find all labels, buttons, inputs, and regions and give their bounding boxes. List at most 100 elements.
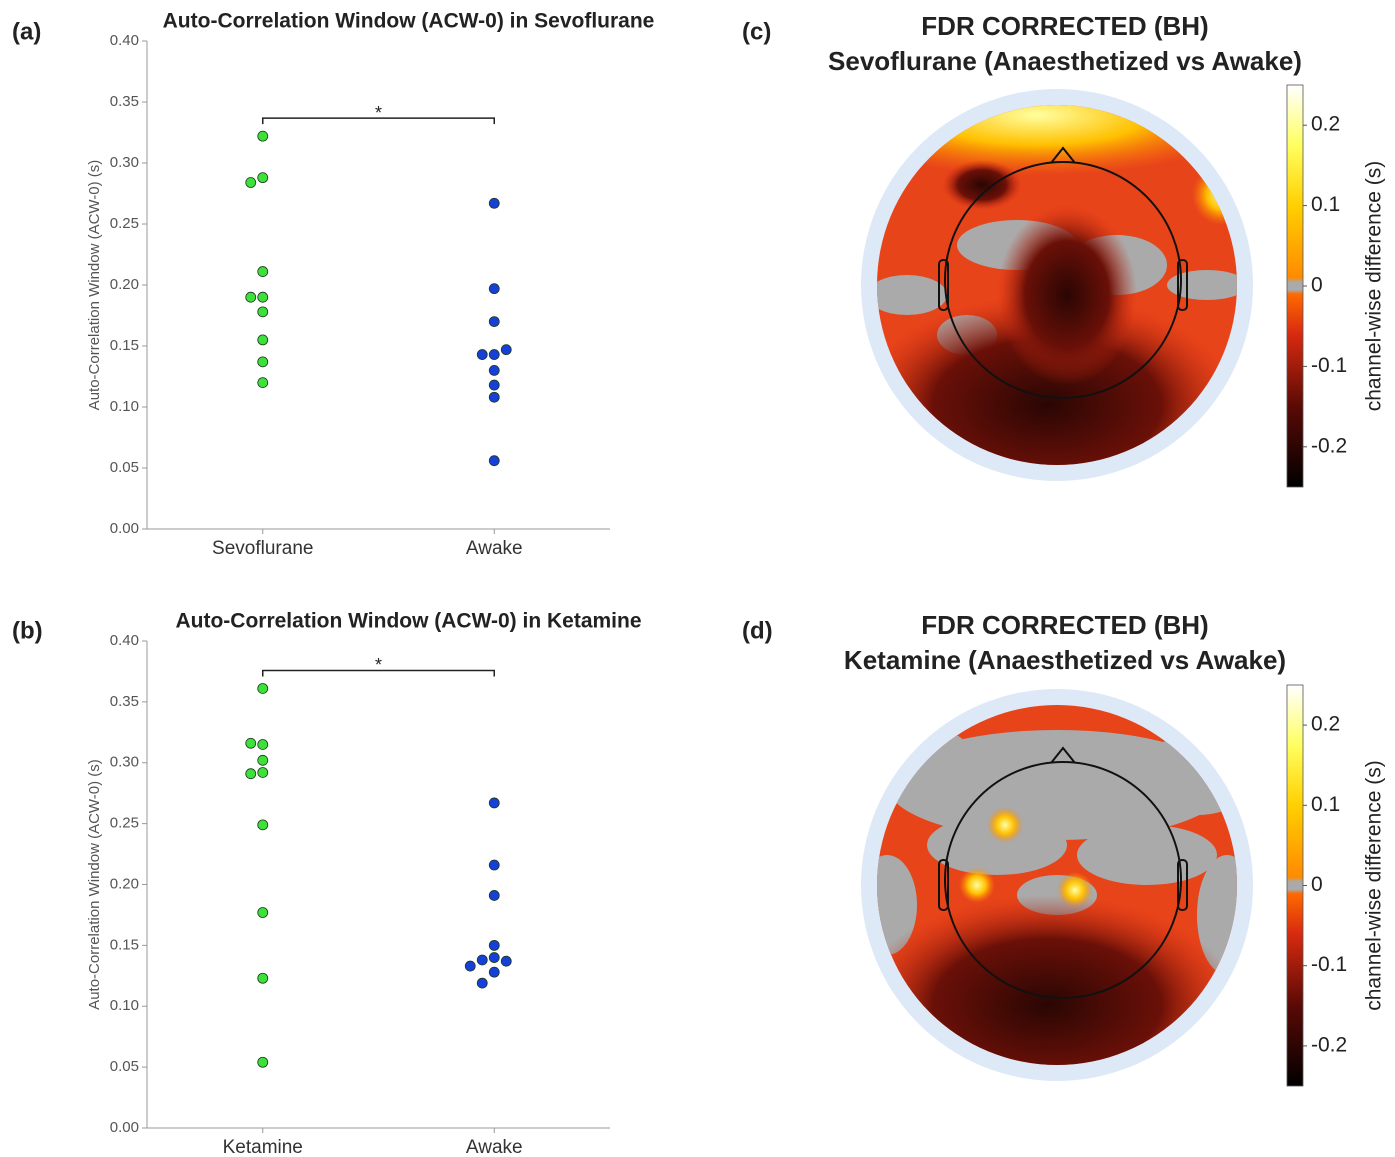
data-point — [257, 767, 269, 778]
y-tick-label: 0.20 — [110, 276, 139, 293]
chart-title: Auto-Correlation Window (ACW-0) in Sevof… — [163, 10, 655, 33]
map-dark-region — [942, 160, 1022, 210]
colorbar-tick-label: 0.1 — [1311, 793, 1340, 816]
x-tick-label: Ketamine — [223, 1137, 303, 1157]
y-axis-label: Auto-Correlation Window (ACW-0) (s) — [86, 759, 103, 1010]
data-point — [488, 283, 500, 295]
head-ear — [938, 259, 949, 311]
data-point — [488, 455, 500, 467]
map-patch — [877, 275, 947, 315]
y-tick-label: 0.25 — [110, 215, 139, 232]
data-point — [476, 954, 488, 966]
colorbar-tick-label: 0.1 — [1311, 193, 1340, 216]
significance-label: * — [375, 103, 382, 123]
colorbar-label: channel-wise difference (s) — [1363, 760, 1386, 1011]
map-hot-spot — [987, 807, 1023, 843]
data-point — [500, 344, 512, 356]
colorbar-tick-label: -0.2 — [1311, 434, 1347, 457]
data-point — [257, 739, 269, 750]
y-tick-label: 0.30 — [110, 754, 139, 771]
y-tick-label: 0.00 — [110, 1119, 139, 1136]
y-tick-label: 0.15 — [110, 936, 139, 953]
panel-label: (c) — [742, 18, 771, 45]
y-tick-label: 0.30 — [110, 154, 139, 171]
data-point — [488, 952, 500, 963]
data-point — [245, 177, 257, 188]
data-point — [488, 316, 500, 328]
map-patch — [927, 815, 1067, 875]
head — [944, 761, 1182, 999]
data-point — [257, 172, 269, 184]
colorbar-tick-label: -0.2 — [1311, 1033, 1347, 1056]
head-ear — [1177, 859, 1188, 911]
data-point — [257, 334, 269, 346]
colorbar-tick-label: 0.2 — [1311, 713, 1340, 736]
data-point — [257, 306, 269, 318]
data-point — [488, 349, 500, 360]
colorbar-tick-label: 0.2 — [1311, 113, 1340, 136]
data-point — [257, 130, 269, 142]
data-point — [257, 754, 269, 766]
y-tick-label: 0.05 — [110, 459, 139, 476]
x-tick-label: Awake — [466, 538, 523, 559]
colorbar-tick-label: 0 — [1311, 873, 1323, 896]
colorbar-tick-label: 0 — [1311, 274, 1323, 297]
data-point — [257, 377, 269, 389]
data-point — [257, 972, 269, 984]
y-tick-label: 0.25 — [110, 815, 139, 832]
head-ear — [938, 859, 949, 911]
data-point — [488, 859, 500, 871]
data-point — [257, 266, 269, 277]
map-patch — [877, 855, 917, 955]
chart-title: FDR CORRECTED (BH) — [921, 610, 1208, 640]
data-point — [257, 291, 269, 303]
y-tick-label: 0.05 — [110, 1058, 139, 1075]
colorbar — [1286, 684, 1304, 1087]
map-patch — [1077, 825, 1217, 885]
head — [944, 161, 1182, 399]
y-tick-label: 0.40 — [110, 632, 139, 649]
significance-bracket — [262, 669, 495, 677]
data-point — [488, 197, 500, 209]
data-point — [257, 819, 269, 831]
map-hot-spot — [959, 867, 995, 903]
y-tick-label: 0.40 — [110, 32, 139, 49]
colorbar-label: channel-wise difference (s) — [1363, 161, 1386, 412]
y-tick-label: 0.10 — [110, 997, 139, 1014]
data-point — [488, 379, 500, 391]
data-point — [245, 291, 257, 303]
map-patch — [1137, 735, 1237, 815]
map-hot-spot — [1057, 872, 1093, 908]
data-point — [488, 364, 500, 376]
y-tick-label: 0.15 — [110, 337, 139, 354]
data-point — [476, 977, 488, 989]
data-point — [464, 960, 476, 972]
chart-subtitle: Sevoflurane (Anaesthetized vs Awake) — [828, 46, 1302, 76]
colorbar — [1286, 84, 1304, 488]
data-point — [245, 737, 257, 749]
x-tick-label: Awake — [466, 1137, 523, 1157]
data-point — [488, 966, 500, 978]
panel-label: (b) — [12, 617, 43, 644]
data-point — [257, 356, 269, 368]
data-point — [257, 1056, 269, 1068]
panel-label: (a) — [12, 18, 41, 45]
data-point — [500, 955, 512, 967]
head-nose — [1050, 146, 1076, 164]
chart-title: FDR CORRECTED (BH) — [921, 11, 1208, 41]
y-tick-label: 0.35 — [110, 93, 139, 110]
data-point — [488, 890, 500, 901]
data-point — [488, 391, 500, 403]
data-point — [488, 939, 500, 951]
topographic-map — [877, 105, 1237, 465]
y-tick-label: 0.00 — [110, 520, 139, 537]
map-patch — [1197, 855, 1237, 975]
data-point — [257, 683, 269, 694]
data-point — [245, 768, 257, 780]
chart-subtitle: Ketamine (Anaesthetized vs Awake) — [844, 645, 1286, 675]
map-dark-region — [997, 205, 1137, 385]
significance-label: * — [375, 655, 382, 675]
head-ear — [1177, 259, 1188, 311]
chart-title: Auto-Correlation Window (ACW-0) in Ketam… — [175, 610, 641, 633]
